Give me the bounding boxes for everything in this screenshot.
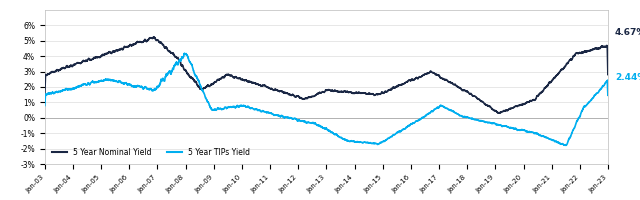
Text: WisdomTree: WisdomTree: [564, 17, 607, 23]
Text: 2.44%: 2.44%: [615, 73, 640, 82]
Text: 4.67%: 4.67%: [615, 28, 640, 37]
Legend: 5 Year Nominal Yield, 5 Year TIPs Yield: 5 Year Nominal Yield, 5 Year TIPs Yield: [49, 145, 253, 160]
Text: 5-Year Nominal vs. Real Yields - 1/2/03 - 9/27/23: 5-Year Nominal vs. Real Yields - 1/2/03 …: [148, 13, 428, 23]
